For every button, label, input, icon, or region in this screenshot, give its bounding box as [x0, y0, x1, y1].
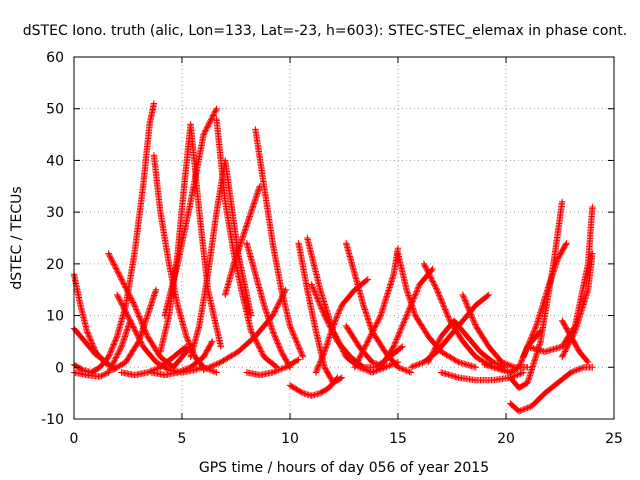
y-tick-label: 20 [46, 257, 64, 273]
data-series-29 [377, 265, 436, 371]
data-series-15 [222, 183, 263, 299]
series-markers [295, 240, 345, 386]
series-markers [351, 245, 402, 371]
data-series-20 [295, 240, 345, 386]
series-markers [222, 183, 263, 299]
data-series-34 [438, 369, 527, 384]
data-series-36 [507, 198, 566, 392]
series-markers [520, 240, 570, 361]
series-markers [243, 240, 294, 371]
series-markers [161, 105, 220, 319]
series-markers [343, 240, 415, 376]
x-tick-label: 10 [281, 431, 299, 447]
data-series-16 [243, 240, 294, 371]
series-markers [148, 338, 216, 379]
x-tick-label: 15 [389, 431, 407, 447]
data-series-19 [243, 356, 302, 379]
chart-title: dSTEC Iono. truth (alic, Lon=133, Lat=-2… [23, 23, 627, 39]
series-markers [559, 250, 596, 361]
series-markers [187, 157, 255, 361]
y-axis-label: dSTEC / TECUs [9, 186, 25, 289]
data-series [70, 100, 596, 415]
data-series-37 [520, 240, 570, 361]
data-series-13 [187, 157, 255, 361]
series-markers [200, 286, 289, 374]
data-series-25 [343, 240, 415, 376]
x-tick-label: 20 [497, 431, 515, 447]
data-series-41 [559, 250, 596, 361]
data-series-11 [148, 338, 216, 379]
data-series-32 [425, 317, 510, 371]
series-markers [507, 364, 596, 415]
y-tick-label: -10 [41, 412, 64, 428]
x-tick-label: 5 [178, 431, 187, 447]
plot-frame [73, 56, 615, 420]
y-tick-label: 10 [46, 309, 64, 325]
data-series-17 [252, 126, 307, 361]
data-series-21 [286, 374, 341, 399]
x-tick-label: 0 [70, 431, 79, 447]
x-axis-label: GPS time / hours of day 056 of year 2015 [199, 460, 489, 476]
data-series-12 [161, 105, 220, 319]
data-series-18 [200, 286, 289, 374]
x-tick-label: 25 [605, 431, 623, 447]
series-markers [252, 126, 307, 361]
y-tick-label: 0 [55, 360, 64, 376]
series-markers [438, 369, 527, 384]
y-tick-label: 40 [46, 153, 64, 169]
data-series-27 [351, 245, 402, 371]
series-markers [507, 198, 566, 392]
series-markers [425, 317, 510, 371]
series-markers [377, 265, 436, 371]
y-tick-label: 60 [46, 50, 64, 66]
data-series-38 [507, 364, 596, 415]
axis-ticks: 0 5 10 15 20 25 -10 0 10 20 30 40 50 60 [41, 50, 623, 447]
series-markers [286, 374, 341, 399]
y-tick-label: 30 [46, 205, 64, 221]
y-tick-label: 50 [46, 102, 64, 118]
series-markers [243, 356, 302, 379]
